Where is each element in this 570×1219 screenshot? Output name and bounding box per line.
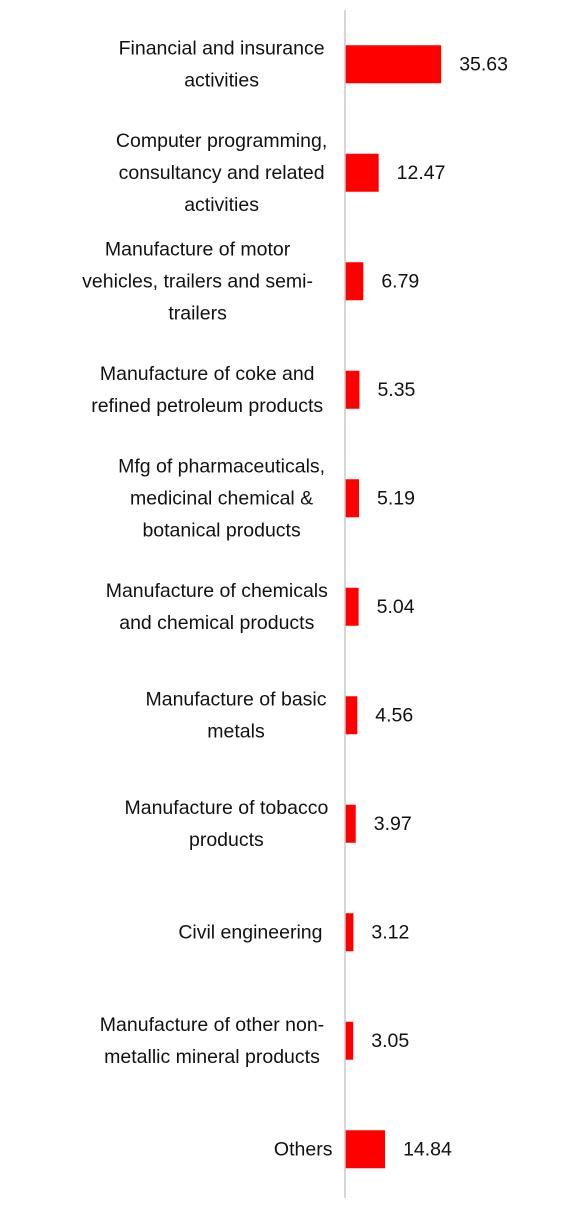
category-label: Computer programming, consultancy and rel… [116, 130, 327, 216]
category-label: Manufacture of motor vehicles, trailers a… [82, 238, 313, 324]
value-label: 4.56 [375, 704, 413, 726]
category-label: Manufacture of other non-metallic minera… [100, 1014, 324, 1068]
value-label: 3.05 [371, 1030, 409, 1052]
bar [345, 45, 442, 84]
category-label: Others [274, 1138, 333, 1160]
bar [345, 587, 359, 626]
value-label: 14.84 [403, 1138, 452, 1160]
value-label: 5.04 [377, 596, 415, 618]
bar [345, 479, 360, 518]
bar [345, 1130, 386, 1169]
category-label: Civil engineering [178, 921, 322, 943]
value-label: 6.79 [381, 270, 419, 292]
value-label: 5.19 [377, 487, 415, 509]
bar [345, 153, 379, 192]
value-label: 12.47 [397, 162, 446, 184]
value-label: 5.35 [377, 379, 415, 401]
category-labels-layer: Financial and insurance activities Compute… [82, 37, 333, 1160]
category-label: Manufacture of chemicals and chemical pro… [106, 580, 328, 634]
value-labels-layer: 35.63 12.47 6.79 5.35 5.19 5.04 4.56 3.97 3.12 3.… [371, 53, 508, 1160]
value-label: 3.97 [374, 813, 412, 835]
bar [345, 804, 356, 843]
bar [345, 262, 364, 301]
bar [345, 370, 360, 409]
category-label: Manufacture of tobacco products [125, 797, 329, 851]
category-label: Financial and insurance activities [119, 37, 325, 91]
bar [345, 913, 354, 952]
bar [345, 696, 358, 735]
bar [345, 1021, 354, 1060]
bars-layer [345, 45, 442, 1169]
value-label: 3.12 [371, 921, 409, 943]
value-label: 35.63 [459, 53, 508, 75]
category-label: Manufacture of basic metals [145, 688, 326, 742]
category-label: Mfg of pharmaceuticals, medicinal chemica… [118, 455, 325, 541]
category-label: Manufacture of coke and refined petroleum… [91, 363, 323, 417]
